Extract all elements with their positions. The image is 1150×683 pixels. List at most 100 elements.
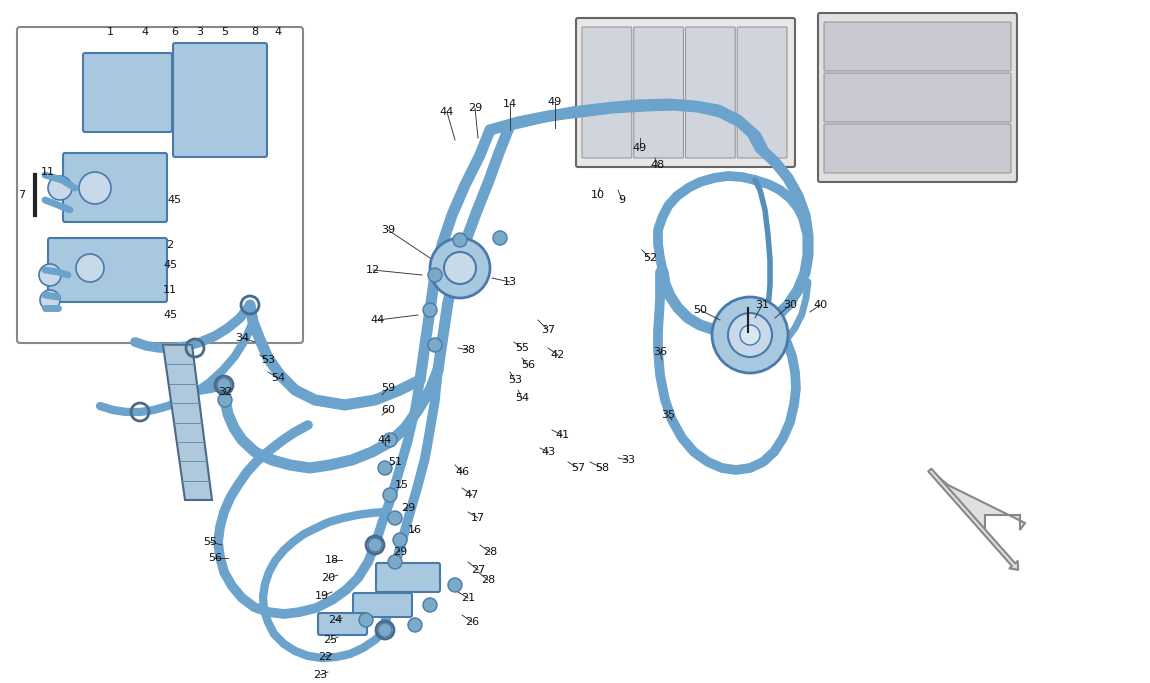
Circle shape [48, 176, 72, 200]
Text: 1: 1 [107, 27, 114, 37]
Circle shape [217, 378, 231, 392]
FancyBboxPatch shape [737, 27, 787, 158]
Text: 52: 52 [643, 253, 657, 263]
Polygon shape [163, 345, 212, 500]
Text: 29: 29 [468, 103, 482, 113]
Text: 4: 4 [141, 27, 148, 37]
Text: 23: 23 [313, 670, 327, 680]
Text: 9: 9 [619, 195, 626, 205]
Text: 33: 33 [621, 455, 635, 465]
Text: 44: 44 [439, 107, 454, 117]
Circle shape [423, 598, 437, 612]
Circle shape [218, 393, 232, 407]
Text: 2: 2 [167, 240, 174, 250]
Circle shape [428, 338, 442, 352]
Text: 21: 21 [461, 593, 475, 603]
FancyBboxPatch shape [825, 73, 1011, 122]
Text: 11: 11 [163, 285, 177, 295]
Text: 49: 49 [632, 143, 647, 153]
Circle shape [428, 268, 442, 282]
Text: 12: 12 [366, 265, 380, 275]
Text: 50: 50 [693, 305, 707, 315]
Text: 32: 32 [218, 387, 232, 397]
Text: 55: 55 [515, 343, 529, 353]
Text: 51: 51 [388, 457, 402, 467]
Text: 53: 53 [261, 355, 275, 365]
Text: 20: 20 [321, 573, 335, 583]
Circle shape [739, 325, 760, 345]
Text: 49: 49 [547, 97, 562, 107]
Text: 44: 44 [378, 435, 392, 445]
Text: 14: 14 [503, 99, 518, 109]
Circle shape [430, 238, 490, 298]
Circle shape [712, 297, 788, 373]
Circle shape [368, 538, 382, 552]
Text: 29: 29 [401, 503, 415, 513]
Text: 6: 6 [171, 27, 178, 37]
Text: 56: 56 [521, 360, 535, 370]
FancyBboxPatch shape [825, 22, 1011, 71]
Text: 10: 10 [591, 190, 605, 200]
FancyBboxPatch shape [634, 27, 683, 158]
Text: 55: 55 [204, 537, 217, 547]
Circle shape [79, 172, 112, 204]
FancyBboxPatch shape [319, 613, 367, 635]
Text: 41: 41 [555, 430, 569, 440]
Text: 11: 11 [41, 167, 55, 177]
Circle shape [378, 461, 392, 475]
Text: 45: 45 [163, 260, 177, 270]
FancyBboxPatch shape [582, 27, 631, 158]
FancyBboxPatch shape [576, 18, 795, 167]
Circle shape [378, 623, 392, 637]
Text: 28: 28 [483, 547, 497, 557]
FancyBboxPatch shape [17, 27, 302, 343]
FancyBboxPatch shape [83, 53, 172, 132]
Text: 46: 46 [455, 467, 469, 477]
Text: 40: 40 [813, 300, 827, 310]
Text: 31: 31 [756, 300, 769, 310]
Text: 29: 29 [393, 547, 407, 557]
Text: 54: 54 [515, 393, 529, 403]
Text: 35: 35 [661, 410, 675, 420]
Text: 25: 25 [323, 635, 337, 645]
Text: 43: 43 [540, 447, 555, 457]
Text: 22: 22 [317, 652, 332, 662]
Circle shape [444, 252, 476, 284]
Circle shape [388, 555, 402, 569]
FancyBboxPatch shape [172, 43, 267, 157]
FancyBboxPatch shape [818, 13, 1017, 182]
Text: 34: 34 [235, 333, 250, 343]
Circle shape [393, 533, 407, 547]
Text: 4: 4 [275, 27, 282, 37]
Text: 15: 15 [394, 480, 409, 490]
Text: 17: 17 [472, 513, 485, 523]
Circle shape [493, 231, 507, 245]
Text: 56: 56 [208, 553, 222, 563]
Text: 13: 13 [503, 277, 518, 287]
Text: 42: 42 [551, 350, 565, 360]
Text: 53: 53 [508, 375, 522, 385]
FancyBboxPatch shape [376, 563, 440, 592]
Circle shape [383, 433, 397, 447]
Circle shape [448, 578, 462, 592]
Text: 45: 45 [163, 310, 177, 320]
Circle shape [40, 290, 60, 310]
Text: 28: 28 [481, 575, 496, 585]
Circle shape [39, 264, 61, 286]
Text: 27: 27 [470, 565, 485, 575]
Circle shape [383, 488, 397, 502]
FancyBboxPatch shape [685, 27, 735, 158]
Text: 8: 8 [252, 27, 259, 37]
Text: 48: 48 [651, 160, 665, 170]
Text: 37: 37 [540, 325, 555, 335]
Text: 26: 26 [465, 617, 480, 627]
FancyBboxPatch shape [353, 593, 412, 617]
Circle shape [408, 618, 422, 632]
Text: 19: 19 [315, 591, 329, 601]
Text: 44: 44 [370, 315, 385, 325]
Circle shape [453, 233, 467, 247]
Text: 38: 38 [461, 345, 475, 355]
Text: 45: 45 [168, 195, 182, 205]
Text: 5: 5 [222, 27, 229, 37]
Text: 60: 60 [381, 405, 394, 415]
